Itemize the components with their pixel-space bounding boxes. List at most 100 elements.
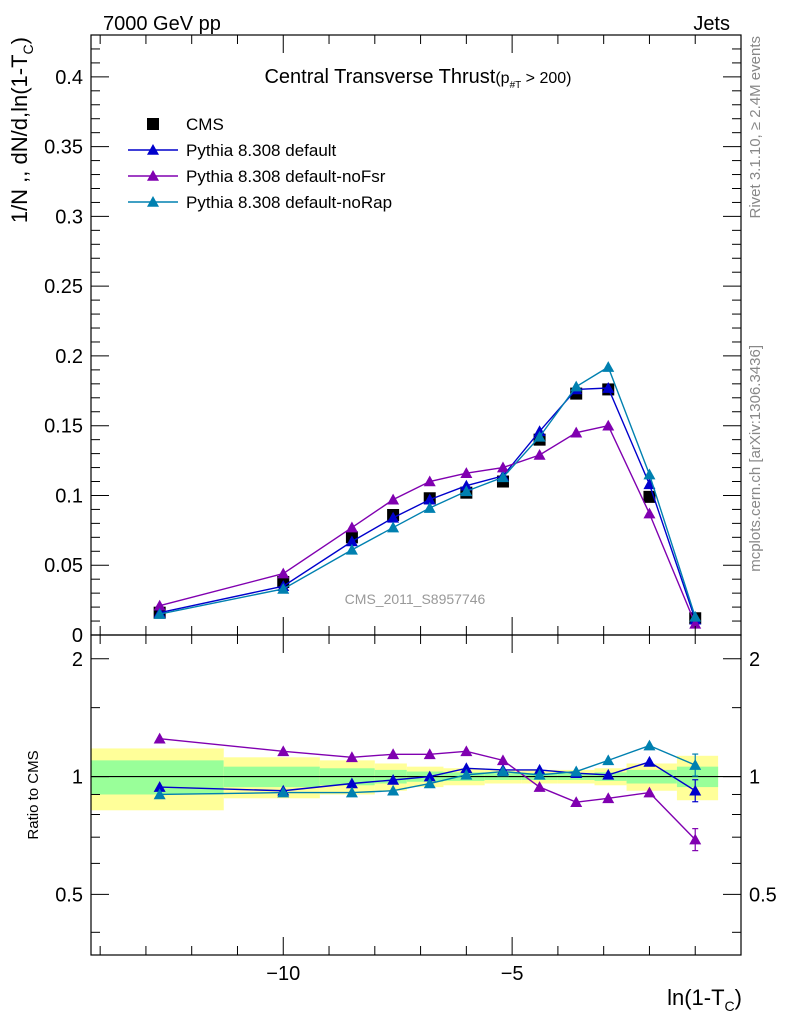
main-title: Central Transverse Thrust(p#T > 200) (264, 66, 571, 91)
mc-point (533, 449, 546, 460)
main-ytick-label: 0.35 (44, 137, 83, 159)
ratio-point (387, 773, 400, 785)
process-label: Jets (693, 13, 730, 35)
legend-triangle-marker (147, 144, 159, 155)
ratio-xlabel-tail: ) (735, 985, 742, 1010)
ratio-point (570, 796, 583, 808)
mc-point (387, 493, 400, 505)
main-ylabel-text: 1/N ,, dN/d,ln(1-T (7, 54, 32, 223)
ratio-ylabel: Ratio to CMS (25, 750, 42, 839)
mc-point (153, 599, 166, 611)
mc-point (277, 567, 290, 579)
series-line-pythia-8-308-default-norap (159, 366, 696, 618)
ratio-point (387, 784, 400, 796)
mc-point (460, 467, 473, 478)
xtick-label: −10 (266, 963, 300, 985)
main-axis-ticks: 0 0.05 0.1 0.15 0.2 0.25 0.3 0.35 0.4 (44, 35, 742, 647)
mc-point (345, 543, 358, 555)
mc-point (423, 475, 436, 487)
ratio-axis-ticks: 0.5 0.5 1 1 2 2 −10 −5 (55, 635, 777, 985)
ratio-point (602, 768, 615, 780)
main-title-index: #T (510, 80, 522, 91)
mc-point (689, 617, 702, 629)
ratio-point (602, 754, 615, 766)
legend-label: Pythia 8.308 default-noRap (186, 193, 392, 212)
ratio-point (345, 777, 358, 789)
series-line-pythia-8-308-default (159, 387, 696, 620)
main-title-text: Central Transverse Thrust (264, 66, 495, 88)
mc-point (496, 461, 509, 473)
energy-label: 7000 GeV pp (103, 13, 221, 35)
ratio-line-pythia-8-308-default-norap (159, 744, 696, 796)
mc-point (689, 610, 702, 622)
ratio-ytick-label: 2 (72, 649, 83, 671)
series-pythia-8-308-default-nofsr (153, 419, 702, 629)
ratio-ytick-label-right: 2 (749, 649, 760, 671)
mc-point (643, 478, 656, 490)
ratio-point (689, 759, 702, 770)
ratio-point (423, 770, 436, 782)
ratio-point (460, 768, 473, 780)
ratio-point (153, 788, 166, 800)
ratio-xlabel-text: ln(1-T (667, 985, 724, 1010)
series-pythia-8-308-default (153, 382, 702, 625)
rivet-label: Rivet 3.1.10, ≥ 2.4M events (747, 36, 764, 219)
main-ylabel-tail: ) (7, 37, 32, 44)
main-ytick-label: 0 (72, 625, 83, 647)
ratio-xlabel: ln(1-TC) (667, 985, 742, 1014)
mc-point (345, 535, 358, 547)
mc-point (602, 361, 615, 372)
mc-point (570, 380, 583, 392)
main-ytick-label: 0.3 (55, 206, 83, 228)
ratio-point (153, 781, 166, 792)
main-plot-marks (153, 361, 702, 629)
watermark: CMS_2011_S8957746 (345, 591, 486, 607)
mc-point (345, 521, 358, 533)
ratio-ytick-label: 1 (72, 767, 83, 789)
ratio-point (643, 755, 656, 767)
mc-point (533, 430, 546, 442)
ratio-panel: 0.5 0.5 1 1 2 2 −10 −5 Ratio to CMS ln(1-TC) (25, 634, 777, 1014)
ratio-point (496, 754, 509, 766)
ratio-frame (90, 634, 742, 956)
ratio-point (423, 777, 436, 789)
mc-point (570, 426, 583, 438)
legend-label: Pythia 8.308 default (186, 141, 337, 160)
legend-item-pythia-8-308-default: Pythia 8.308 default (128, 141, 337, 160)
main-title-sub: (p (495, 70, 509, 87)
legend: CMS Pythia 8.308 default Pythia 8.308 defa… (128, 115, 392, 212)
mc-point (153, 608, 166, 619)
ratio-point (153, 732, 166, 744)
series-pythia-8-308-default-norap (153, 361, 702, 622)
legend-label: CMS (186, 115, 224, 134)
mc-point (602, 382, 615, 393)
ratio-plot-marks (91, 732, 741, 852)
ratio-point (460, 745, 473, 757)
mc-point (643, 468, 656, 480)
ratio-line-pythia-8-308-default-nofsr (159, 737, 696, 841)
ratio-point (533, 768, 546, 780)
main-ytick-label: 0.2 (55, 346, 83, 368)
series-line-pythia-8-308-default-nofsr (159, 424, 696, 625)
legend-square-marker (147, 118, 159, 130)
ratio-point (277, 745, 290, 757)
main-ylabel-sub: C (20, 44, 36, 54)
legend-triangle-marker (147, 170, 159, 181)
ratio-point (689, 784, 702, 796)
ratio-point (277, 786, 290, 798)
ratio-point (643, 786, 656, 798)
main-title-tail: > 200) (521, 70, 571, 87)
main-ytick-label: 0.15 (44, 416, 83, 438)
main-ylabel: 1/N ,, dN/d,ln(1-TC) (7, 37, 36, 223)
ratio-point (602, 792, 615, 804)
ratio-point (345, 751, 358, 763)
mc-point (423, 493, 436, 505)
mcplots-label: mcplots.cern.ch [arXiv:1306.3436] (747, 345, 764, 572)
ratio-point (570, 765, 583, 777)
ratio-xlabel-sub: C (725, 998, 735, 1014)
ratio-series-pythia-8-308-default-norap (153, 739, 702, 800)
main-ytick-label: 0.1 (55, 485, 83, 507)
ratio-point (643, 739, 656, 751)
ratio-ytick-label-right: 1 (749, 767, 760, 789)
mc-point (643, 507, 656, 519)
